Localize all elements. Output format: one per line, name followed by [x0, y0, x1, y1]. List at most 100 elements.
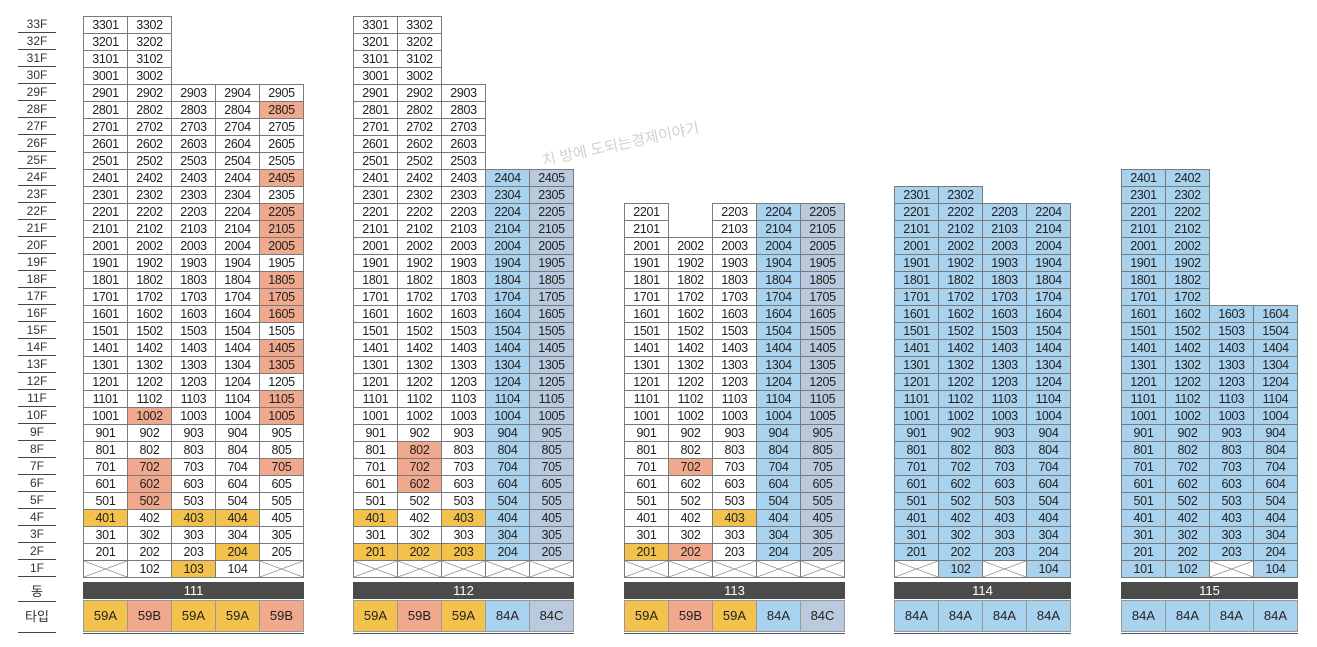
unit-cell: 1501	[83, 322, 128, 340]
unit-cell: 205	[259, 543, 304, 561]
unit-cell: 2603	[441, 135, 486, 153]
unit-cell: 904	[756, 424, 801, 442]
unit-cell: 1704	[485, 288, 530, 306]
unit-cell: 1305	[259, 356, 304, 374]
unit-cell: 1205	[259, 373, 304, 391]
unit-cell: 2201	[353, 203, 398, 221]
unit-cell: 1601	[1121, 305, 1166, 323]
unit-cell: 1104	[756, 390, 801, 408]
unit-cell: 803	[712, 441, 757, 459]
unit-cell: 2005	[800, 237, 845, 255]
unit-cell: 1302	[127, 356, 172, 374]
unit-cell: 805	[259, 441, 304, 459]
unit-cell: 1001	[353, 407, 398, 425]
unit-cell: 605	[259, 475, 304, 493]
unit-cell: 1802	[127, 271, 172, 289]
unit-cell: 1201	[83, 373, 128, 391]
unit-cell: 804	[1026, 441, 1071, 459]
unit-cell: 305	[529, 526, 574, 544]
unit-cell: 1804	[485, 271, 530, 289]
unit-type-label: 84C	[800, 600, 845, 632]
floor-label: 16F	[18, 305, 56, 322]
unit-cell: 2602	[127, 135, 172, 153]
unit-type-label: 59A	[353, 600, 398, 632]
unit-cell: 903	[712, 424, 757, 442]
unit-cell: 904	[485, 424, 530, 442]
unit-cell: 2003	[712, 237, 757, 255]
unit-cell: 2904	[215, 84, 260, 102]
unit-cell: 1101	[624, 390, 669, 408]
unit-cell: 3101	[83, 50, 128, 68]
unit-cell: 1005	[800, 407, 845, 425]
unit-cell: 1302	[397, 356, 442, 374]
unit-cell: 2201	[624, 203, 669, 221]
unit-cell: 601	[894, 475, 939, 493]
unit-cell: 302	[1165, 526, 1210, 544]
unit-cell: 2203	[982, 203, 1027, 221]
unit-cell: 1501	[353, 322, 398, 340]
unit-cell: 1304	[485, 356, 530, 374]
unit-cell: 2803	[441, 101, 486, 119]
unit-cell: 1805	[529, 271, 574, 289]
empty-unit-cell	[83, 560, 128, 578]
unit-cell: 1604	[756, 305, 801, 323]
unit-cell: 402	[938, 509, 983, 527]
unit-cell: 1603	[441, 305, 486, 323]
unit-cell: 1802	[1165, 271, 1210, 289]
unit-cell: 2201	[894, 203, 939, 221]
unit-cell: 104	[1026, 560, 1071, 578]
unit-cell: 2704	[215, 118, 260, 136]
unit-cell: 1202	[1165, 373, 1210, 391]
unit-cell: 1502	[1165, 322, 1210, 340]
unit-cell: 1401	[624, 339, 669, 357]
unit-cell: 302	[668, 526, 713, 544]
unit-cell: 1304	[756, 356, 801, 374]
unit-cell: 203	[171, 543, 216, 561]
unit-cell: 1002	[397, 407, 442, 425]
unit-cell: 2101	[1121, 220, 1166, 238]
unit-cell: 504	[1253, 492, 1298, 510]
unit-cell: 1301	[624, 356, 669, 374]
unit-cell: 204	[485, 543, 530, 561]
unit-cell: 704	[1026, 458, 1071, 476]
floor-label: 7F	[18, 458, 56, 475]
unit-cell: 1903	[171, 254, 216, 272]
unit-cell: 1103	[1209, 390, 1254, 408]
unit-cell: 602	[397, 475, 442, 493]
unit-cell: 1604	[485, 305, 530, 323]
unit-cell: 705	[529, 458, 574, 476]
unit-cell: 3302	[397, 16, 442, 34]
unit-cell: 1401	[894, 339, 939, 357]
unit-cell: 1101	[1121, 390, 1166, 408]
unit-cell: 2901	[353, 84, 398, 102]
unit-cell: 1202	[127, 373, 172, 391]
unit-cell: 703	[441, 458, 486, 476]
unit-type-label: 59B	[259, 600, 304, 632]
unit-cell: 1902	[127, 254, 172, 272]
unit-cell: 2604	[215, 135, 260, 153]
unit-cell: 2001	[353, 237, 398, 255]
unit-cell: 1405	[529, 339, 574, 357]
unit-cell: 1103	[441, 390, 486, 408]
unit-cell: 401	[624, 509, 669, 527]
unit-cell: 303	[1209, 526, 1254, 544]
unit-type-label: 84A	[1253, 600, 1298, 632]
unit-cell: 2301	[83, 186, 128, 204]
unit-cell: 304	[1026, 526, 1071, 544]
unit-cell: 3201	[353, 33, 398, 51]
unit-cell: 701	[1121, 458, 1166, 476]
dong-label: 113	[624, 582, 845, 599]
unit-cell: 503	[171, 492, 216, 510]
unit-cell: 2002	[938, 237, 983, 255]
unit-cell: 2101	[894, 220, 939, 238]
unit-cell: 402	[668, 509, 713, 527]
unit-cell: 1203	[982, 373, 1027, 391]
unit-cell: 1002	[1165, 407, 1210, 425]
unit-cell: 403	[1209, 509, 1254, 527]
unit-cell: 301	[83, 526, 128, 544]
unit-cell: 403	[982, 509, 1027, 527]
unit-cell: 3001	[83, 67, 128, 85]
unit-cell: 1204	[1026, 373, 1071, 391]
unit-cell: 303	[171, 526, 216, 544]
unit-cell: 1003	[441, 407, 486, 425]
